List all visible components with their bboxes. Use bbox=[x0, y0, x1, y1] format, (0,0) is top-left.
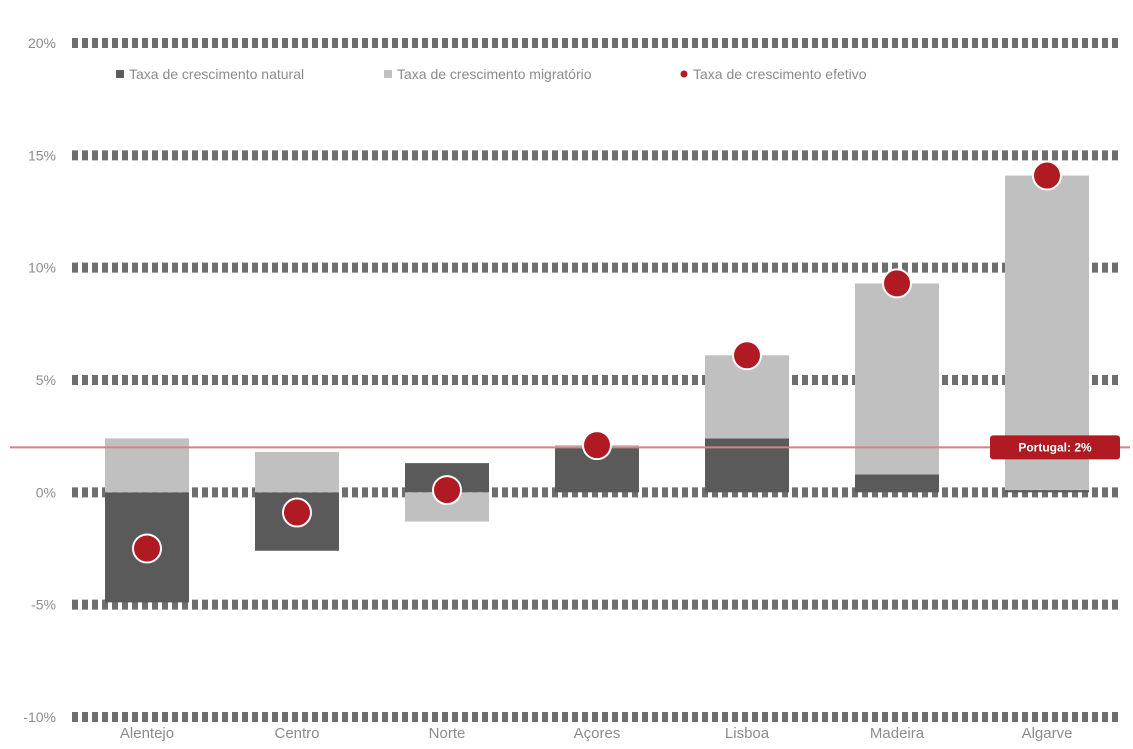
x-category-label: Algarve bbox=[1022, 725, 1073, 742]
bar-segment bbox=[255, 451, 339, 493]
reference-line-badge bbox=[990, 435, 1120, 460]
effective-growth-point bbox=[282, 497, 312, 528]
effective-growth-point bbox=[882, 268, 912, 299]
y-tick-label: -5% bbox=[31, 597, 56, 613]
y-tick-label: 10% bbox=[28, 260, 56, 276]
effective-growth-point bbox=[732, 340, 762, 371]
effective-growth-point bbox=[582, 430, 612, 461]
x-category-label: Lisboa bbox=[725, 725, 770, 742]
y-tick-label: -10% bbox=[23, 709, 56, 725]
x-category-label: Centro bbox=[274, 725, 319, 742]
effective-growth-point bbox=[132, 533, 162, 564]
reference-line-label: Portugal: 2% bbox=[1018, 440, 1092, 454]
x-axis-categories: Alentejo Centro Norte Açores Lisboa Madeira Al… bbox=[120, 725, 1073, 742]
effective-growth-point bbox=[432, 475, 462, 506]
legend-swatch bbox=[384, 70, 392, 78]
x-category-label: Madeira bbox=[870, 725, 925, 742]
y-tick-label: 5% bbox=[36, 372, 56, 388]
gridlines bbox=[72, 38, 1122, 722]
bar-segment bbox=[1005, 490, 1089, 493]
legend-label: Taxa de crescimento efetivo bbox=[693, 66, 867, 82]
legend-swatch bbox=[116, 70, 124, 78]
bar-segment bbox=[855, 474, 939, 493]
y-tick-label: 20% bbox=[28, 35, 56, 51]
effective-growth-points bbox=[132, 160, 1062, 564]
y-tick-label: 0% bbox=[36, 484, 56, 500]
legend-label: Taxa de crescimento natural bbox=[129, 66, 304, 82]
x-category-label: Alentejo bbox=[120, 725, 174, 742]
legend-label: Taxa de crescimento migratório bbox=[397, 66, 592, 82]
effective-growth-point bbox=[1032, 160, 1062, 191]
y-tick-label: 15% bbox=[28, 147, 56, 163]
reference-line-group: Portugal: 2% bbox=[10, 435, 1130, 460]
y-axis-ticks: 20% 15% 10% 5% 0% -5% -10% bbox=[23, 35, 56, 725]
legend: Taxa de crescimento natural Taxa de cresc… bbox=[116, 66, 867, 82]
legend-marker bbox=[680, 70, 688, 78]
bars bbox=[105, 175, 1089, 603]
x-category-label: Norte bbox=[429, 725, 466, 742]
x-category-label: Açores bbox=[574, 725, 621, 742]
bar-segment bbox=[855, 283, 939, 475]
